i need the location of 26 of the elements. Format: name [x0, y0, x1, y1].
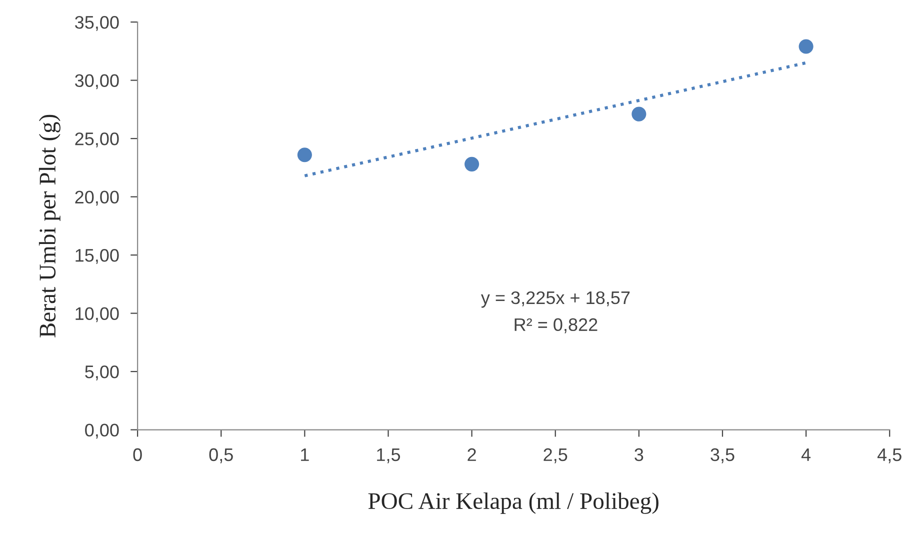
- point: [464, 156, 480, 172]
- x-tick-label: 1: [301, 448, 309, 461]
- point: [798, 39, 814, 54]
- annotation: R² = 0,822: [514, 318, 598, 334]
- x-tick-label: 2: [468, 448, 476, 461]
- point: [297, 148, 312, 162]
- x-tick-label: 3,5: [710, 448, 734, 464]
- y-tick-label: 15,00: [76, 248, 119, 264]
- x-tick-label: 2,5: [544, 448, 568, 464]
- y-tick-label: 25,00: [75, 132, 119, 148]
- annotation: y = 3,225x + 18,57: [480, 291, 630, 308]
- y-axis-title: Berat Umbi per Plot (g): [38, 114, 60, 338]
- x-tick-label: 0: [133, 448, 142, 462]
- y-tick-label: 10,00: [76, 307, 119, 322]
- x-tick-label: 3: [634, 448, 644, 462]
- x-axis-title: POC Air Kelapa (ml / Polibeg): [368, 492, 658, 514]
- y-tick-label: 20,00: [75, 190, 119, 206]
- y-tick-label: 0,00: [85, 424, 119, 439]
- x-tick-label: 4: [801, 448, 811, 461]
- y-tick-label: 5,00: [85, 365, 119, 380]
- y-tick-label: 35,00: [75, 16, 119, 31]
- x-tick-label: 1,5: [377, 448, 400, 464]
- x-tick-label: 0,5: [209, 448, 233, 464]
- x-tick-label: 4,5: [877, 448, 902, 464]
- point: [632, 106, 646, 122]
- y-tick-label: 30,00: [75, 74, 119, 90]
